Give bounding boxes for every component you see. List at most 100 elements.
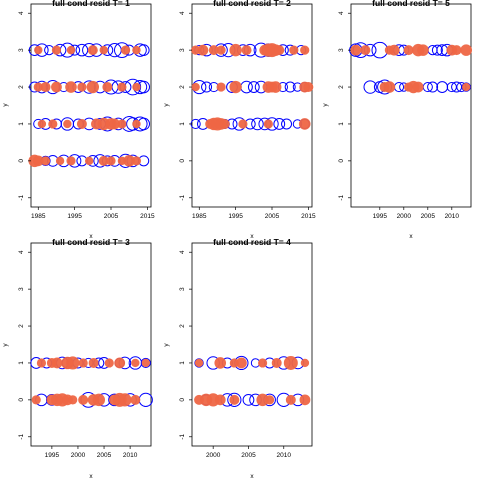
y-axis-label: y — [163, 103, 170, 107]
red-filled-point — [78, 394, 89, 405]
red-filled-point — [263, 119, 273, 129]
panel-t3: full cond resid T= 3 1995 2000 2005 2010 -1 0… — [2, 237, 153, 480]
y-axis-label: y — [322, 103, 329, 107]
x-tick-label: 2005 — [265, 213, 280, 220]
red-filled-point — [191, 45, 201, 55]
blue-open-circle-point — [281, 118, 293, 130]
red-filled-point — [33, 82, 43, 92]
y-tick-label: 3 — [179, 287, 186, 291]
red-filled-point — [63, 119, 72, 129]
red-filled-point — [131, 156, 142, 166]
red-filled-point — [131, 358, 140, 368]
y-tick-label: 0 — [18, 159, 25, 163]
x-axis-label: x — [89, 233, 93, 240]
red-filled-point — [289, 45, 299, 55]
plot-axes: 1995 2000 2005 2010 -1 0 1 2 3 4 — [18, 250, 138, 459]
red-filled-point — [300, 358, 310, 368]
red-filled-point — [78, 358, 88, 368]
red-filled-point — [271, 357, 282, 368]
x-tick-label: 2005 — [104, 213, 119, 220]
blue-open-circle-point — [140, 357, 151, 369]
red-filled-point — [191, 82, 200, 92]
red-filled-point — [114, 357, 126, 369]
blue-open-circle-point — [363, 80, 377, 94]
blue-open-circle-point — [247, 81, 260, 93]
red-filled-point — [462, 82, 471, 92]
blue-open-circle-point — [436, 81, 449, 93]
red-filled-point — [388, 44, 400, 56]
blue-open-circle-point — [273, 118, 286, 130]
red-filled-point — [86, 80, 100, 94]
y-tick-label: 0 — [18, 398, 25, 402]
y-tick-label: 2 — [18, 85, 25, 89]
red-filled-point — [141, 358, 150, 368]
red-filled-point — [104, 358, 114, 368]
panel-t4: full cond resid T= 4 2000 2005 2010 -1 0 1 2 3 4… — [163, 237, 313, 480]
y-tick-label: -1 — [179, 433, 186, 439]
plot-axes: 1995 2000 2005 2010 -1 0 1 2 3 4 — [338, 11, 459, 220]
blue-open-circle-point — [75, 43, 89, 57]
red-filled-point — [194, 358, 204, 368]
red-filled-point — [66, 156, 76, 166]
red-filled-point — [123, 155, 135, 167]
red-filled-point — [257, 358, 268, 368]
red-filled-point — [120, 45, 131, 55]
red-filled-point — [216, 82, 226, 92]
red-filled-point — [32, 155, 44, 167]
red-filled-point — [88, 357, 99, 368]
red-filled-point — [132, 82, 141, 92]
red-filled-point — [229, 80, 242, 94]
y-tick-label: -1 — [18, 194, 25, 200]
x-tick-label: 1985 — [31, 213, 46, 220]
red-filled-point — [51, 81, 62, 93]
y-tick-label: 2 — [18, 324, 25, 328]
blue-open-circle-point — [393, 81, 405, 93]
red-filled-point — [265, 395, 275, 405]
y-tick-label: 3 — [338, 48, 345, 52]
plot-marks — [190, 42, 314, 131]
red-filled-point — [37, 119, 47, 129]
y-tick-label: 0 — [338, 159, 345, 163]
y-tick-label: -1 — [179, 194, 186, 200]
x-tick-label: 2005 — [241, 452, 256, 459]
plot-axes: 1985 1995 2005 2015 -1 0 1 2 3 4 — [179, 11, 316, 220]
red-filled-point — [283, 355, 298, 370]
red-filled-point — [98, 155, 109, 166]
red-filled-point — [417, 44, 429, 56]
x-axis-label: x — [250, 473, 254, 480]
x-tick-label: 2010 — [445, 213, 460, 220]
red-filled-point — [214, 394, 226, 406]
y-tick-label: 4 — [18, 250, 25, 254]
x-tick-label: 2000 — [71, 452, 86, 459]
x-axis-label: x — [409, 233, 413, 240]
x-tick-label: 1995 — [373, 213, 388, 220]
red-filled-point — [66, 45, 76, 55]
red-filled-point — [360, 45, 371, 56]
red-filled-point — [51, 357, 63, 369]
plot-marks — [28, 42, 151, 168]
red-filled-point — [208, 45, 219, 56]
red-filled-point — [285, 394, 296, 405]
red-filled-point — [106, 156, 116, 166]
red-filled-point — [350, 44, 362, 56]
y-tick-label: 2 — [179, 85, 186, 89]
x-tick-label: 1995 — [45, 452, 60, 459]
y-tick-label: 0 — [179, 159, 186, 163]
red-filled-point — [77, 82, 87, 92]
red-filled-point — [300, 45, 310, 55]
y-tick-label: 1 — [18, 122, 25, 126]
y-tick-label: 3 — [18, 48, 25, 52]
red-filled-point — [99, 45, 108, 55]
plot-frame — [191, 3, 313, 208]
red-filled-point — [84, 156, 94, 166]
blue-open-circle-point — [242, 393, 255, 406]
red-filled-point — [214, 357, 227, 369]
blue-open-circle-point — [138, 392, 153, 407]
y-tick-label: 3 — [18, 287, 25, 291]
red-filled-point — [117, 82, 127, 92]
red-filled-point — [238, 119, 248, 129]
red-filled-point — [66, 356, 80, 370]
y-tick-label: 3 — [179, 48, 186, 52]
red-filled-point — [403, 45, 414, 56]
